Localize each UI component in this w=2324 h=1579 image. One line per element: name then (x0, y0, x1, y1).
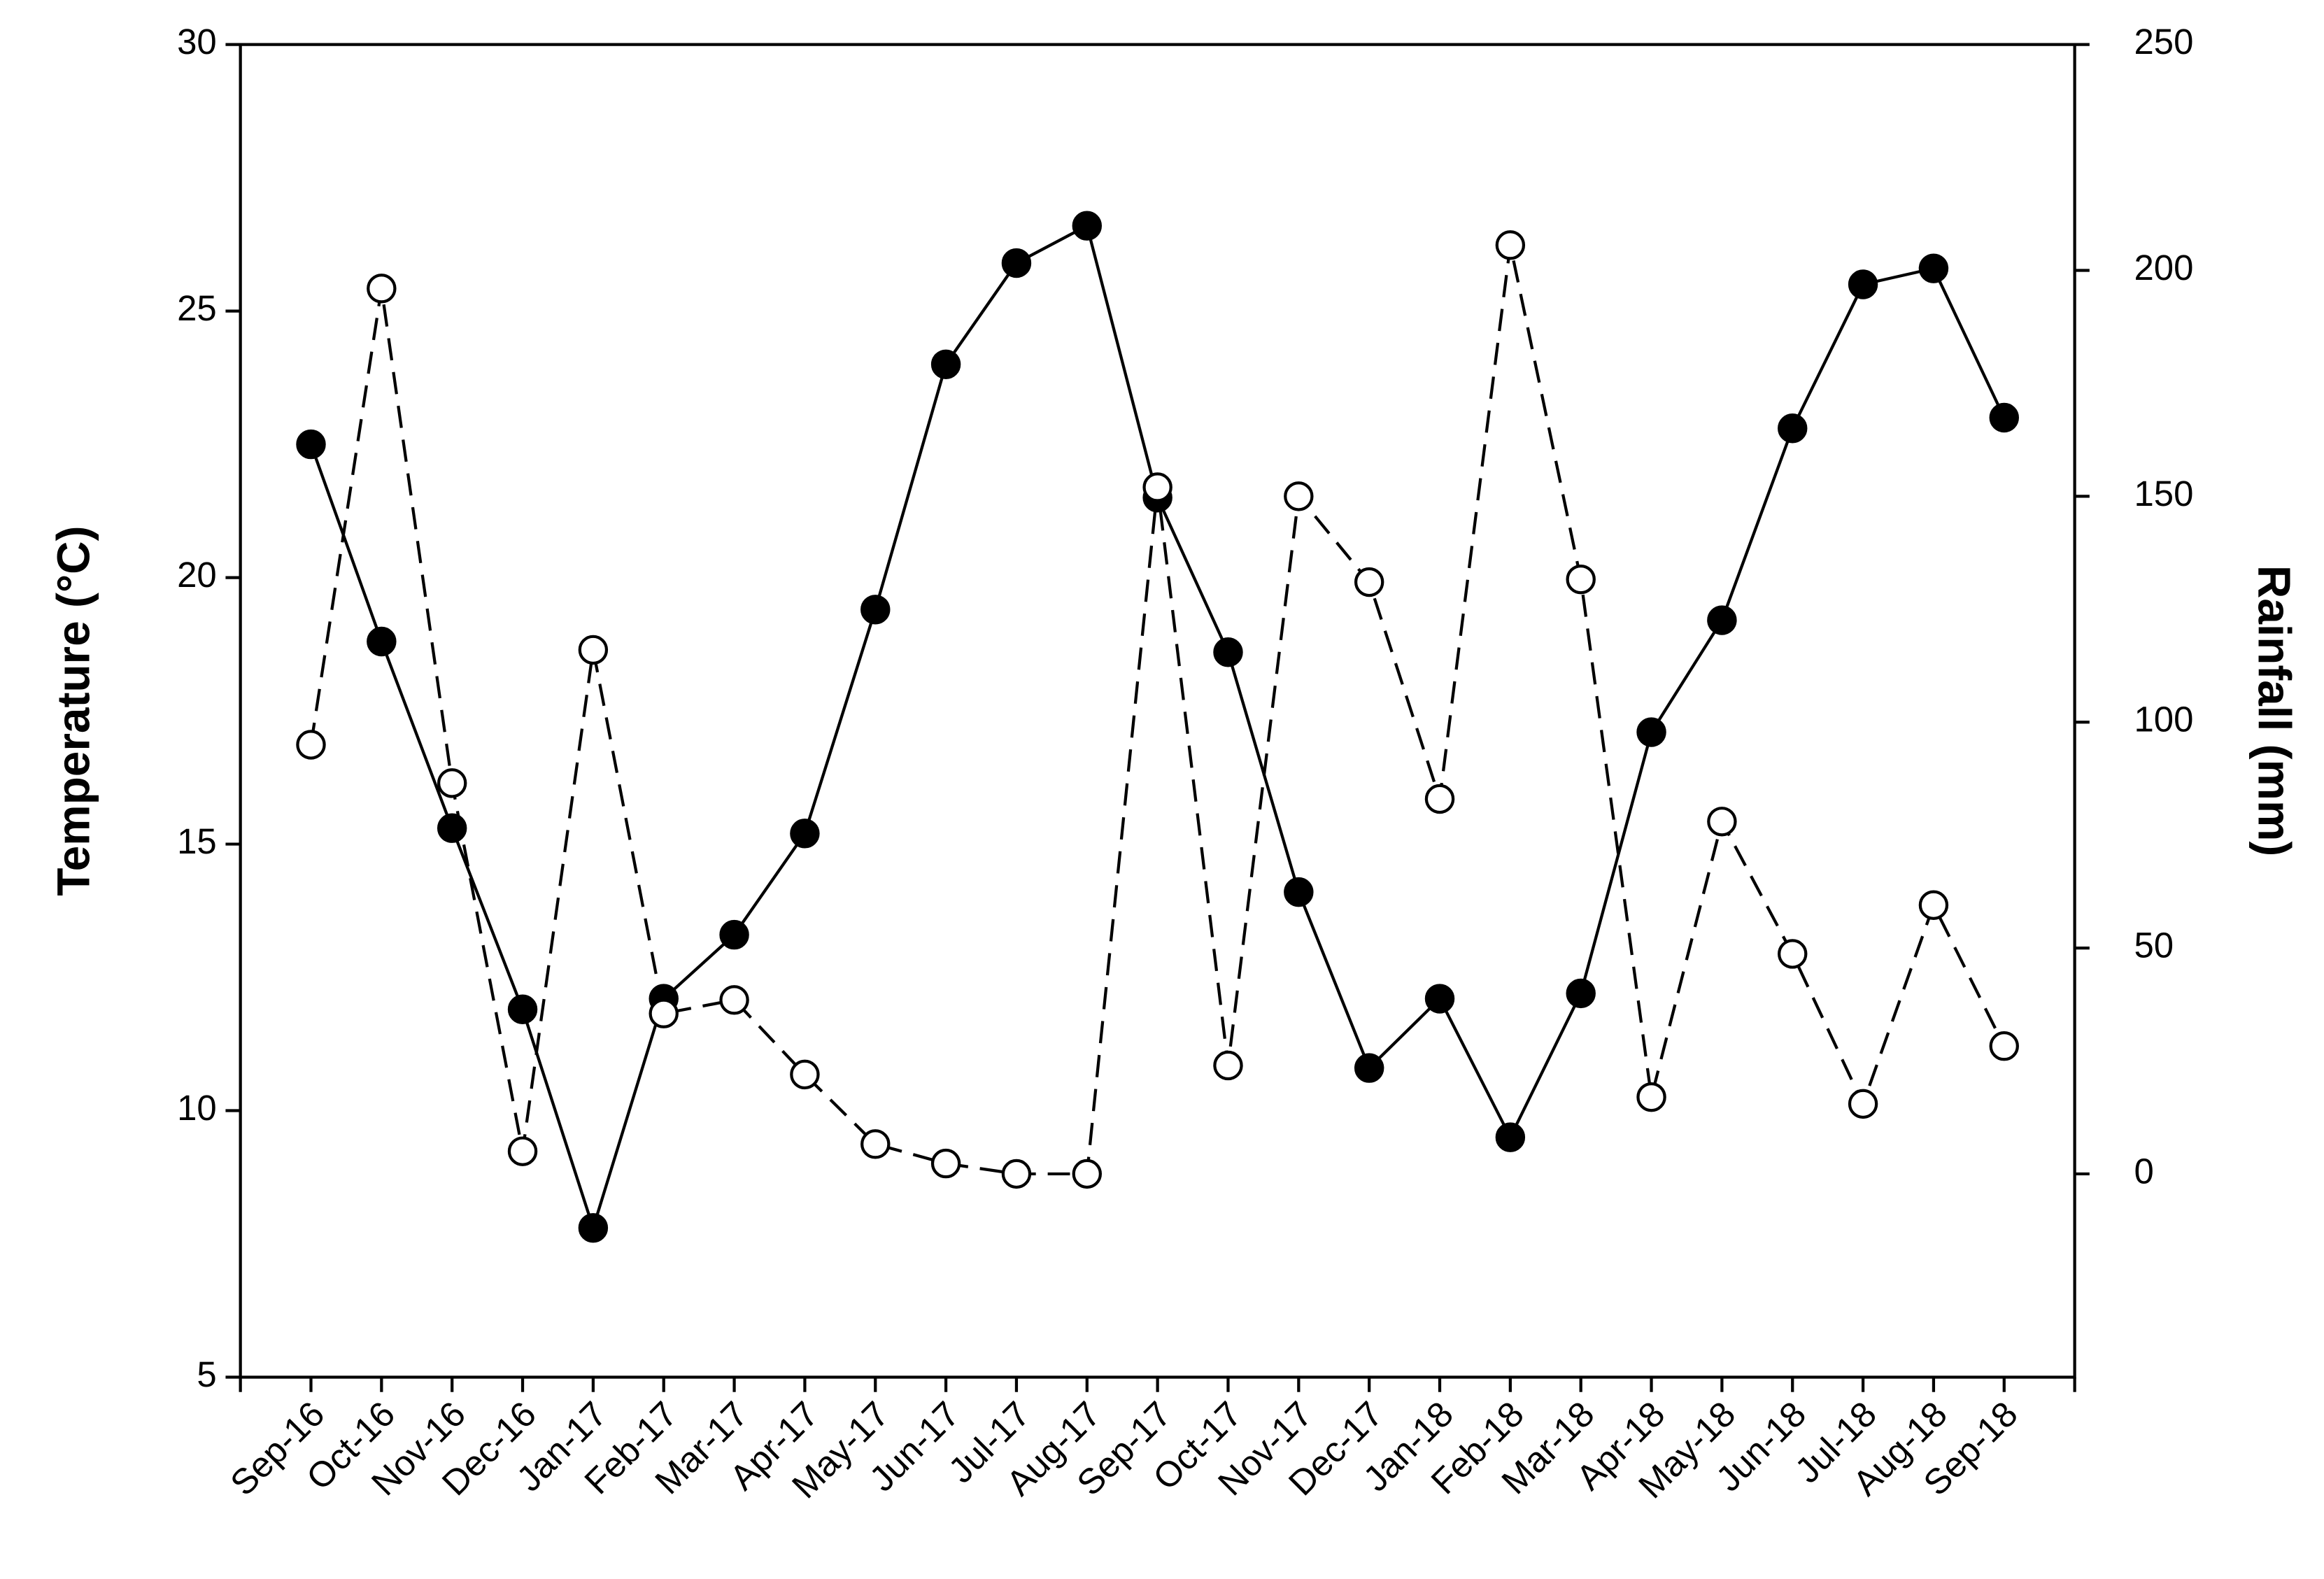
y2-tick-label: 100 (2134, 700, 2193, 739)
data-point (1636, 1082, 1666, 1112)
y-tick-label: 25 (177, 288, 217, 328)
data-point (1707, 605, 1737, 635)
data-point (1424, 784, 1455, 814)
data-point (719, 985, 749, 1015)
data-point (1989, 1031, 2019, 1061)
data-point (1918, 253, 1949, 283)
data-point (860, 595, 891, 625)
data-point (1001, 248, 1032, 278)
data-point (367, 626, 397, 657)
data-point (930, 1148, 961, 1179)
data-point (1918, 890, 1949, 920)
data-point (1566, 564, 1596, 595)
y2-tick-label: 250 (2134, 22, 2193, 62)
y-tick-label: 5 (197, 1354, 216, 1394)
y2-tick-label: 200 (2134, 248, 2193, 288)
y-tick-label: 20 (177, 555, 217, 595)
data-point (719, 919, 749, 950)
data-point (1848, 269, 1878, 299)
data-point (1142, 472, 1172, 502)
data-point (1495, 230, 1526, 260)
data-point (1989, 402, 2019, 433)
data-point (1424, 984, 1455, 1014)
data-point (507, 1136, 538, 1166)
data-point (1001, 1159, 1032, 1189)
data-point (1072, 1159, 1103, 1189)
y-tick-label: 30 (177, 22, 217, 62)
y-tick-label: 10 (177, 1088, 217, 1128)
data-point (296, 730, 326, 760)
data-point (1778, 413, 1808, 444)
data-point (507, 994, 538, 1024)
y-axis-label: Temperature (°C) (48, 525, 99, 895)
series-line (309, 223, 2006, 1233)
data-point (1778, 939, 1808, 969)
data-point (1848, 1089, 1878, 1119)
data-point (367, 274, 397, 304)
data-point (1495, 1122, 1526, 1152)
data-point (578, 635, 609, 665)
y2-tick-label: 50 (2134, 926, 2174, 965)
data-point (649, 998, 679, 1028)
plot-frame (239, 43, 2076, 1379)
y-tick-label: 15 (177, 821, 217, 861)
y2-tick-label: 0 (2134, 1151, 2153, 1191)
data-point (790, 1059, 820, 1090)
data-point (437, 768, 467, 798)
data-point (1072, 211, 1103, 241)
data-point (860, 1129, 891, 1159)
series-line (309, 244, 2006, 1176)
data-point (578, 1212, 609, 1243)
data-point (790, 819, 820, 849)
y2-tick-label: 150 (2134, 474, 2193, 514)
data-point (1354, 1053, 1384, 1083)
data-point (1566, 978, 1596, 1009)
data-point (1213, 637, 1243, 667)
data-point (296, 429, 326, 460)
data-point (930, 349, 961, 380)
data-point (1284, 481, 1314, 511)
data-point (1213, 1050, 1243, 1081)
data-point (1284, 877, 1314, 907)
data-point (1636, 717, 1666, 747)
data-point (1707, 807, 1737, 837)
data-point (1354, 567, 1384, 597)
y2-axis-label: Rainfall (mm) (2248, 565, 2300, 856)
